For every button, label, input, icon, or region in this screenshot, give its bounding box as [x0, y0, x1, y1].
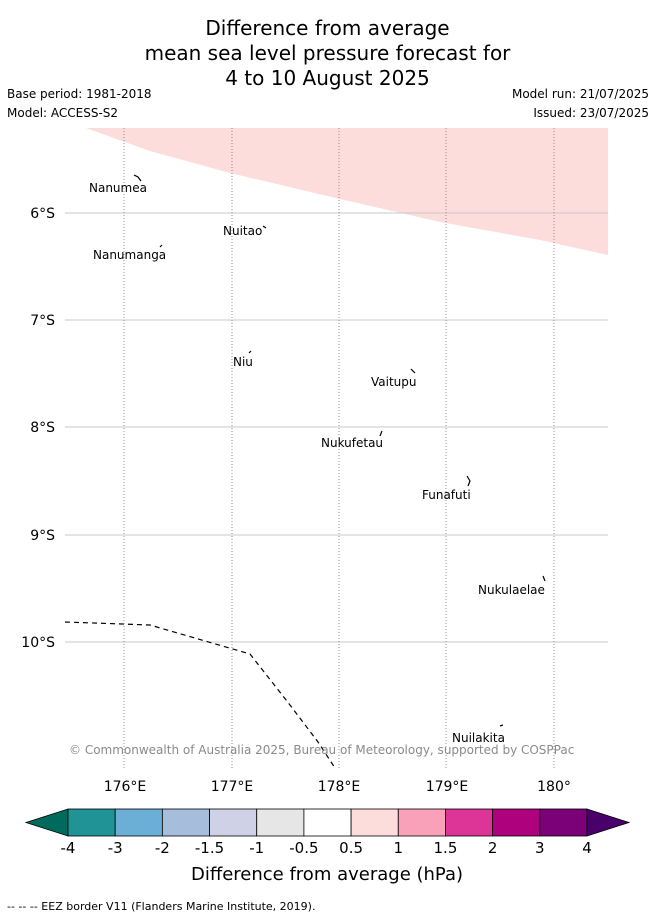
lat-label-7s: 7°S — [30, 313, 55, 329]
island-nukulaelae — [542, 575, 546, 582]
title-line-1: Difference from average — [205, 16, 450, 40]
colorbar-extend-high — [586, 808, 631, 837]
colorbar-tick-label: 3 — [535, 839, 545, 857]
lat-label-10s: 10°S — [21, 635, 55, 651]
island-nanumanga — [159, 244, 163, 248]
anomaly-region-0.5-1 — [86, 128, 608, 255]
lon-label-179e: 179°E — [426, 779, 469, 795]
colorbar-segment — [209, 808, 258, 837]
latitude-gridlines — [65, 212, 608, 643]
colorbar-segment — [445, 808, 494, 837]
model-run-label: Model run: 21/07/2025 — [511, 87, 649, 101]
lat-label-9s: 9°S — [30, 528, 55, 544]
eez-border-legend: -- -- -- EEZ border V11 (Flanders Marine… — [7, 900, 316, 913]
colorbar-tick-label: 0.5 — [339, 839, 363, 857]
colorbar-extend-low — [24, 808, 69, 837]
lon-label-180: 180° — [537, 779, 571, 795]
colorbar-tick-label: -0.5 — [289, 839, 318, 857]
colorbar: -4 -3 -2 -1.5 -1 -0.5 0.5 1 1.5 2 3 4 — [24, 808, 631, 857]
island-niu — [248, 350, 252, 354]
lat-label-8s: 8°S — [30, 420, 55, 436]
island-nukufetau — [379, 430, 383, 437]
title-line-2: mean sea level pressure forecast for — [144, 41, 511, 65]
lon-label-178e: 178°E — [318, 779, 361, 795]
colorbar-tick-label: 4 — [582, 839, 592, 857]
island-nuilakita — [499, 724, 504, 727]
colorbar-segment — [161, 808, 210, 837]
lat-label-6s: 6°S — [30, 206, 55, 222]
title-line-3: 4 to 10 August 2025 — [225, 66, 430, 90]
colorbar-segment — [256, 808, 305, 837]
colorbar-segment — [397, 808, 446, 837]
colorbar-tick-label: -3 — [108, 839, 123, 857]
place-label-nukulaelae: Nukulaelae — [478, 583, 545, 597]
island-funafuti — [466, 475, 471, 487]
eez-border — [64, 621, 336, 769]
island-nanumea — [133, 174, 142, 182]
model-label: Model: ACCESS-S2 — [7, 106, 119, 120]
colorbar-tick-label: 1 — [393, 839, 403, 857]
colorbar-tick-label: -1.5 — [195, 839, 224, 857]
place-label-nuilakita: Nuilakita — [452, 731, 505, 745]
colorbar-segment — [67, 808, 116, 837]
copyright-notice: © Commonwealth of Australia 2025, Bureau… — [69, 743, 574, 757]
colorbar-segment — [350, 808, 399, 837]
place-labels: Nanumea Nuitao Nanumanga Niu Vaitupu Nuk… — [89, 181, 545, 745]
place-label-funafuti: Funafuti — [422, 488, 471, 502]
place-label-nukufetau: Nukufetau — [321, 436, 383, 450]
place-label-nanumanga: Nanumanga — [93, 248, 166, 262]
place-label-nuitao: Nuitao — [223, 224, 262, 238]
lon-label-176e: 176°E — [104, 779, 147, 795]
place-label-vaitupu: Vaitupu — [371, 375, 417, 389]
colorbar-segment — [303, 808, 352, 837]
colorbar-tick-label: 2 — [488, 839, 498, 857]
colorbar-segment — [492, 808, 541, 837]
map-panel: Nanumea Nuitao Nanumanga Niu Vaitupu Nuk… — [64, 128, 608, 770]
island-shapes — [133, 174, 546, 727]
colorbar-tick-label: -1 — [249, 839, 264, 857]
place-label-niu: Niu — [233, 355, 253, 369]
base-period-label: Base period: 1981-2018 — [7, 87, 152, 101]
map-title: Difference from average mean sea level p… — [0, 16, 655, 91]
colorbar-tick-label: 1.5 — [434, 839, 458, 857]
colorbar-segment — [539, 808, 588, 837]
longitude-labels: 176°E 177°E 178°E 179°E 180° — [104, 779, 571, 795]
island-vaitupu — [410, 368, 416, 374]
colorbar-tick-label: -4 — [61, 839, 76, 857]
lon-label-177e: 177°E — [211, 779, 254, 795]
latitude-labels: 6°S 7°S 8°S 9°S 10°S — [21, 206, 55, 651]
issued-label: Issued: 23/07/2025 — [533, 106, 649, 120]
place-label-nanumea: Nanumea — [89, 181, 147, 195]
colorbar-tick-label: -2 — [155, 839, 170, 857]
colorbar-label: Difference from average (hPa) — [191, 864, 463, 885]
longitude-gridlines — [123, 128, 555, 770]
colorbar-segment — [114, 808, 163, 837]
island-nuitao — [262, 225, 267, 229]
